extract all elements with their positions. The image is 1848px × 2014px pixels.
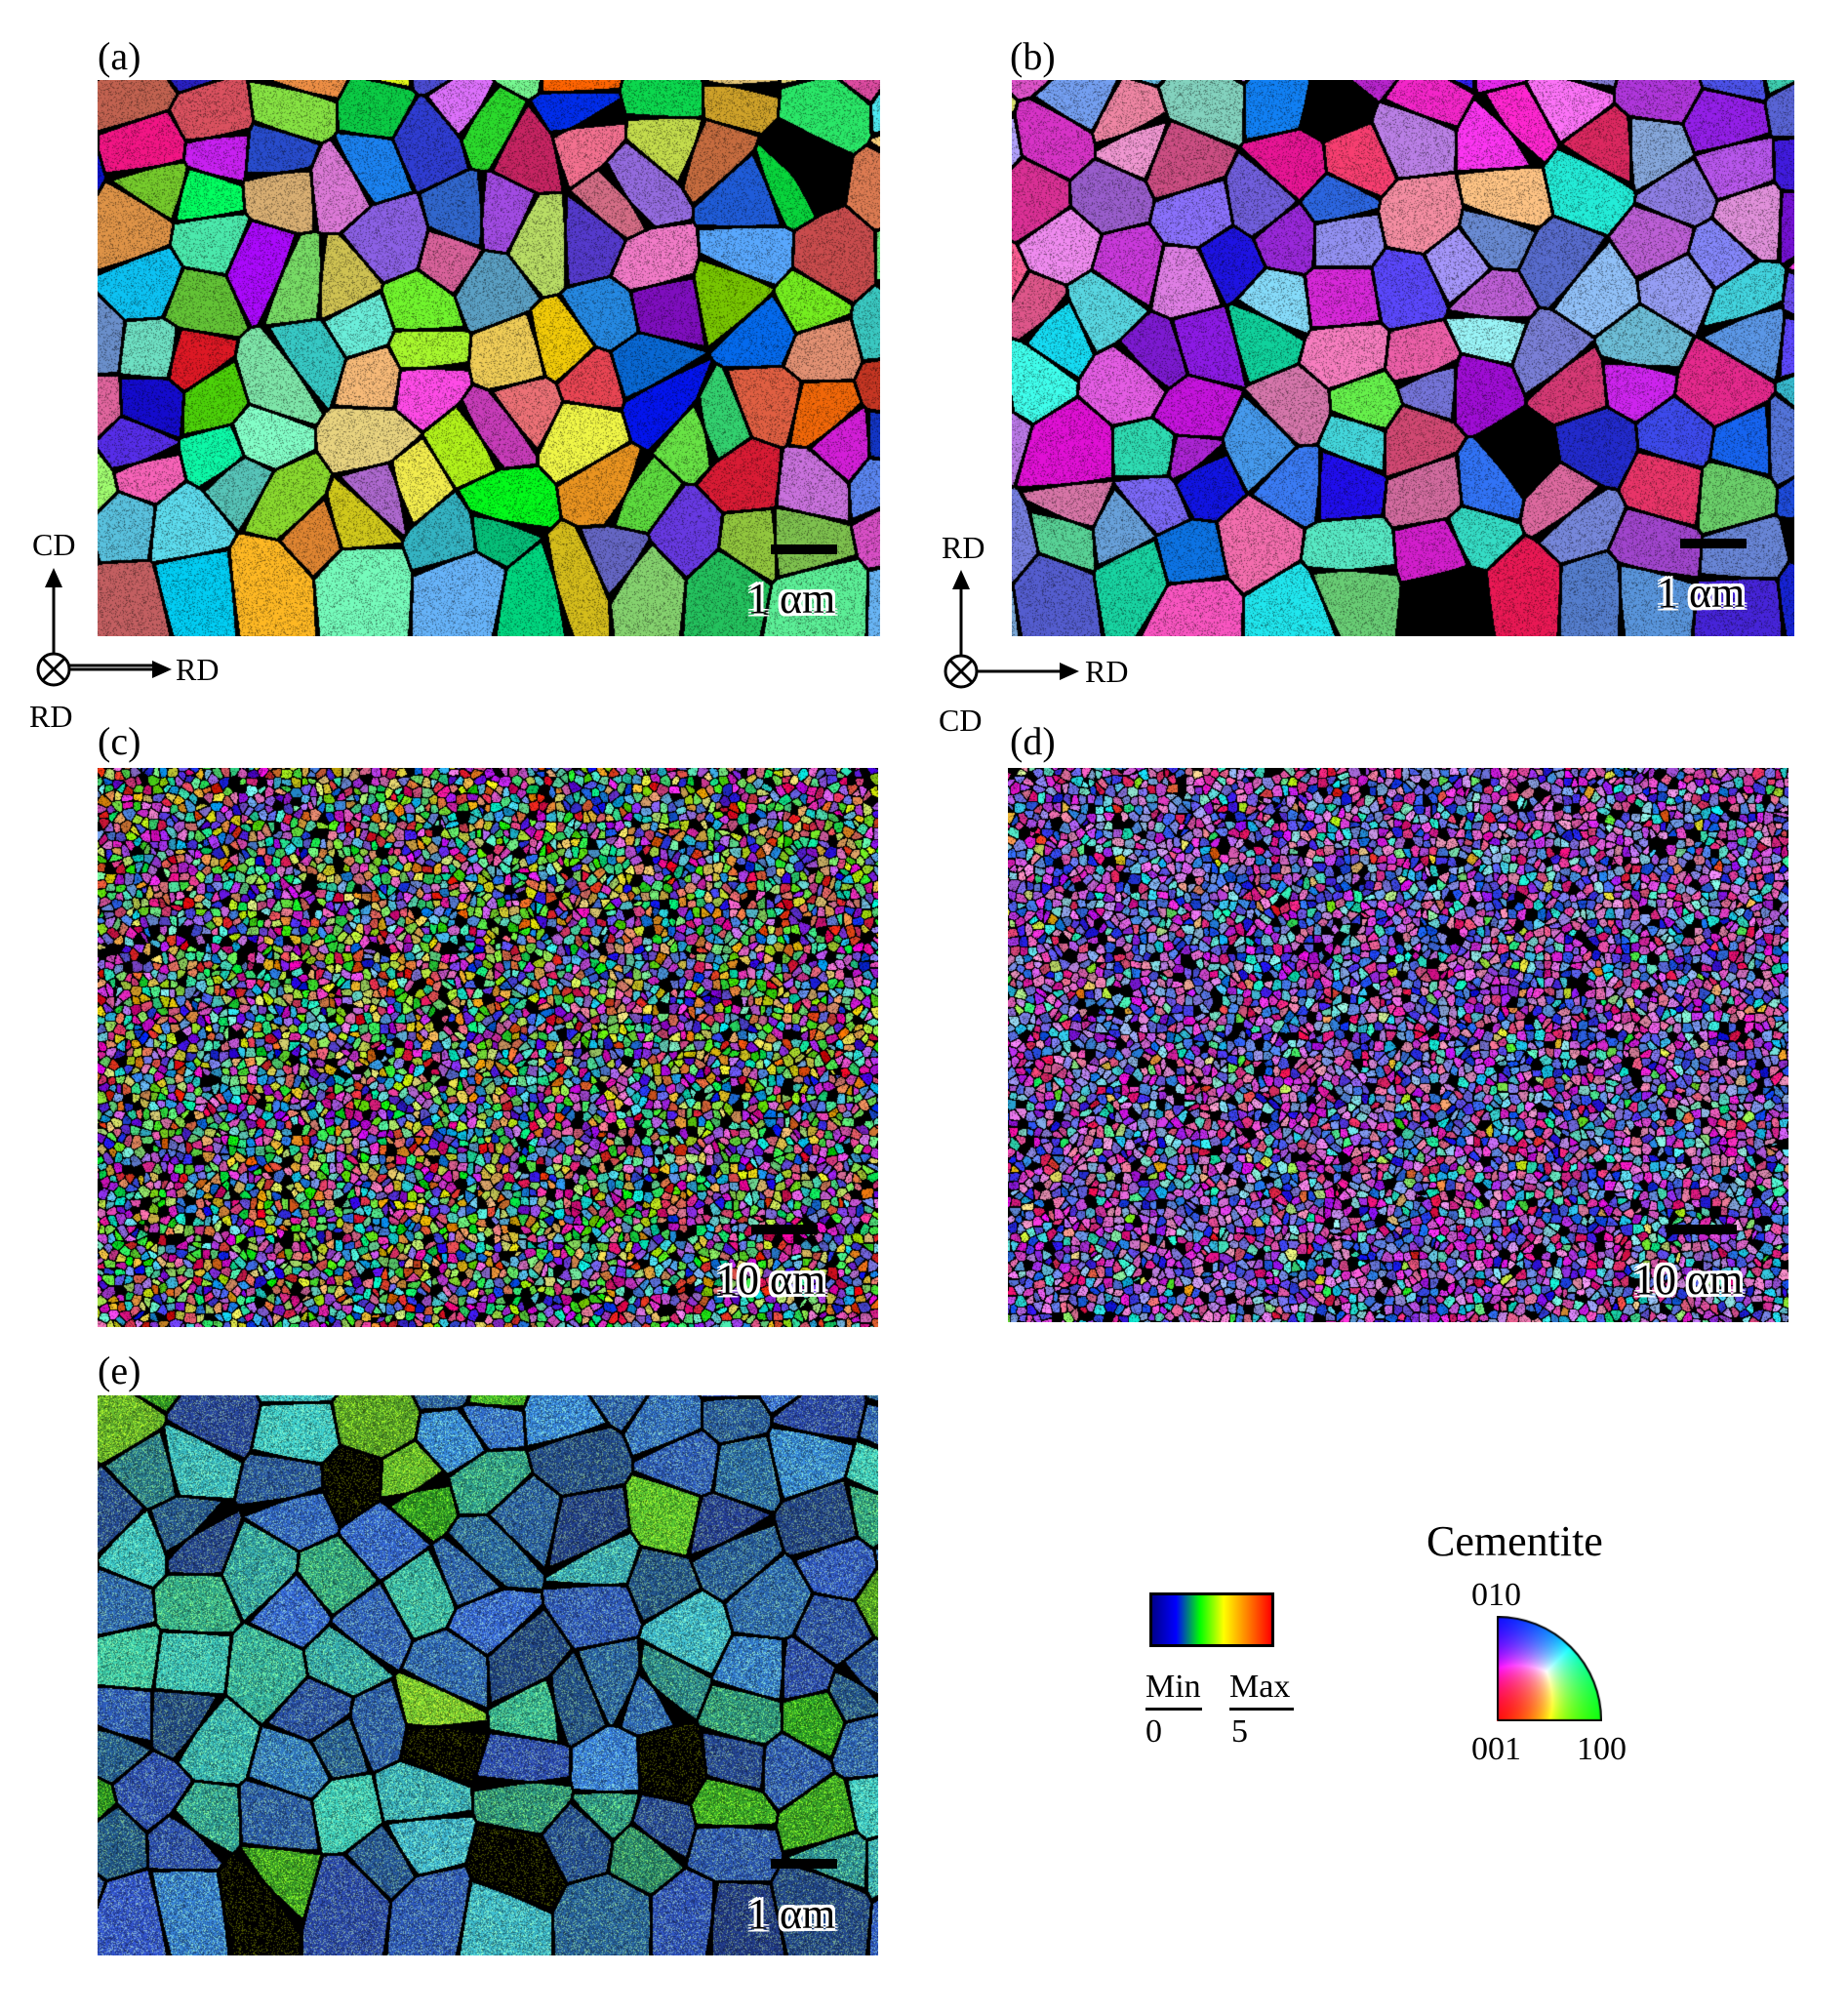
axis-left-up-label: CD: [32, 527, 76, 562]
max-underline: [1229, 1708, 1294, 1711]
axes-left-glyph: [45, 568, 154, 667]
scale-bar-d: [1670, 1225, 1737, 1234]
panel-d-label: (d): [1010, 719, 1056, 763]
ebsd-map-d: [1008, 768, 1788, 1322]
ebsd-map-b: [1012, 80, 1794, 636]
scale-bar-e: [771, 1859, 837, 1869]
axes-right-glyph: [952, 570, 970, 667]
axis-left-normal-label: RD: [29, 699, 73, 734]
scale-bar-a: [771, 544, 837, 554]
ipf-key-left-label: 001: [1471, 1731, 1521, 1767]
scale-label-b: 1 αm: [1657, 569, 1746, 617]
axis-right-right-label: RD: [1085, 654, 1129, 689]
scale-label-c: 10 αm: [716, 1256, 826, 1304]
ipf-key-right-label: 100: [1577, 1731, 1627, 1767]
kam-color-bar: [1149, 1592, 1274, 1647]
ipf-key-top-label: 010: [1471, 1577, 1521, 1613]
color-bar-max-label: Max: [1229, 1669, 1291, 1705]
scale-bar-b: [1680, 539, 1747, 548]
panel-e-label: (e): [98, 1349, 141, 1392]
panel-a-label: (a): [98, 34, 141, 78]
scale-label-a: 1 αm: [747, 575, 836, 623]
min-underline: [1145, 1708, 1202, 1711]
ebsd-map-a: [98, 80, 880, 636]
panel-b-label: (b): [1010, 34, 1056, 78]
panel-c-label: (c): [98, 719, 141, 763]
color-bar-min-label: Min: [1145, 1669, 1201, 1705]
axes-right-origin: [944, 654, 1079, 689]
ipf-key-triangle: [1497, 1616, 1602, 1721]
axis-right-up-label: RD: [942, 530, 985, 565]
color-bar-min-value: 0: [1145, 1713, 1162, 1750]
scale-label-e: 1 αm: [747, 1890, 836, 1938]
ipf-key-title: Cementite: [1426, 1517, 1603, 1565]
scale-label-d: 10 αm: [1633, 1256, 1744, 1304]
color-bar-max-value: 5: [1231, 1713, 1248, 1750]
ebsd-map-c: [98, 768, 878, 1327]
axis-right-normal-label: CD: [939, 703, 983, 738]
scale-bar-c: [751, 1225, 818, 1234]
axes-left-origin: [36, 652, 172, 687]
kam-map-e: [98, 1395, 878, 1955]
axis-left-right-label: RD: [176, 652, 220, 687]
